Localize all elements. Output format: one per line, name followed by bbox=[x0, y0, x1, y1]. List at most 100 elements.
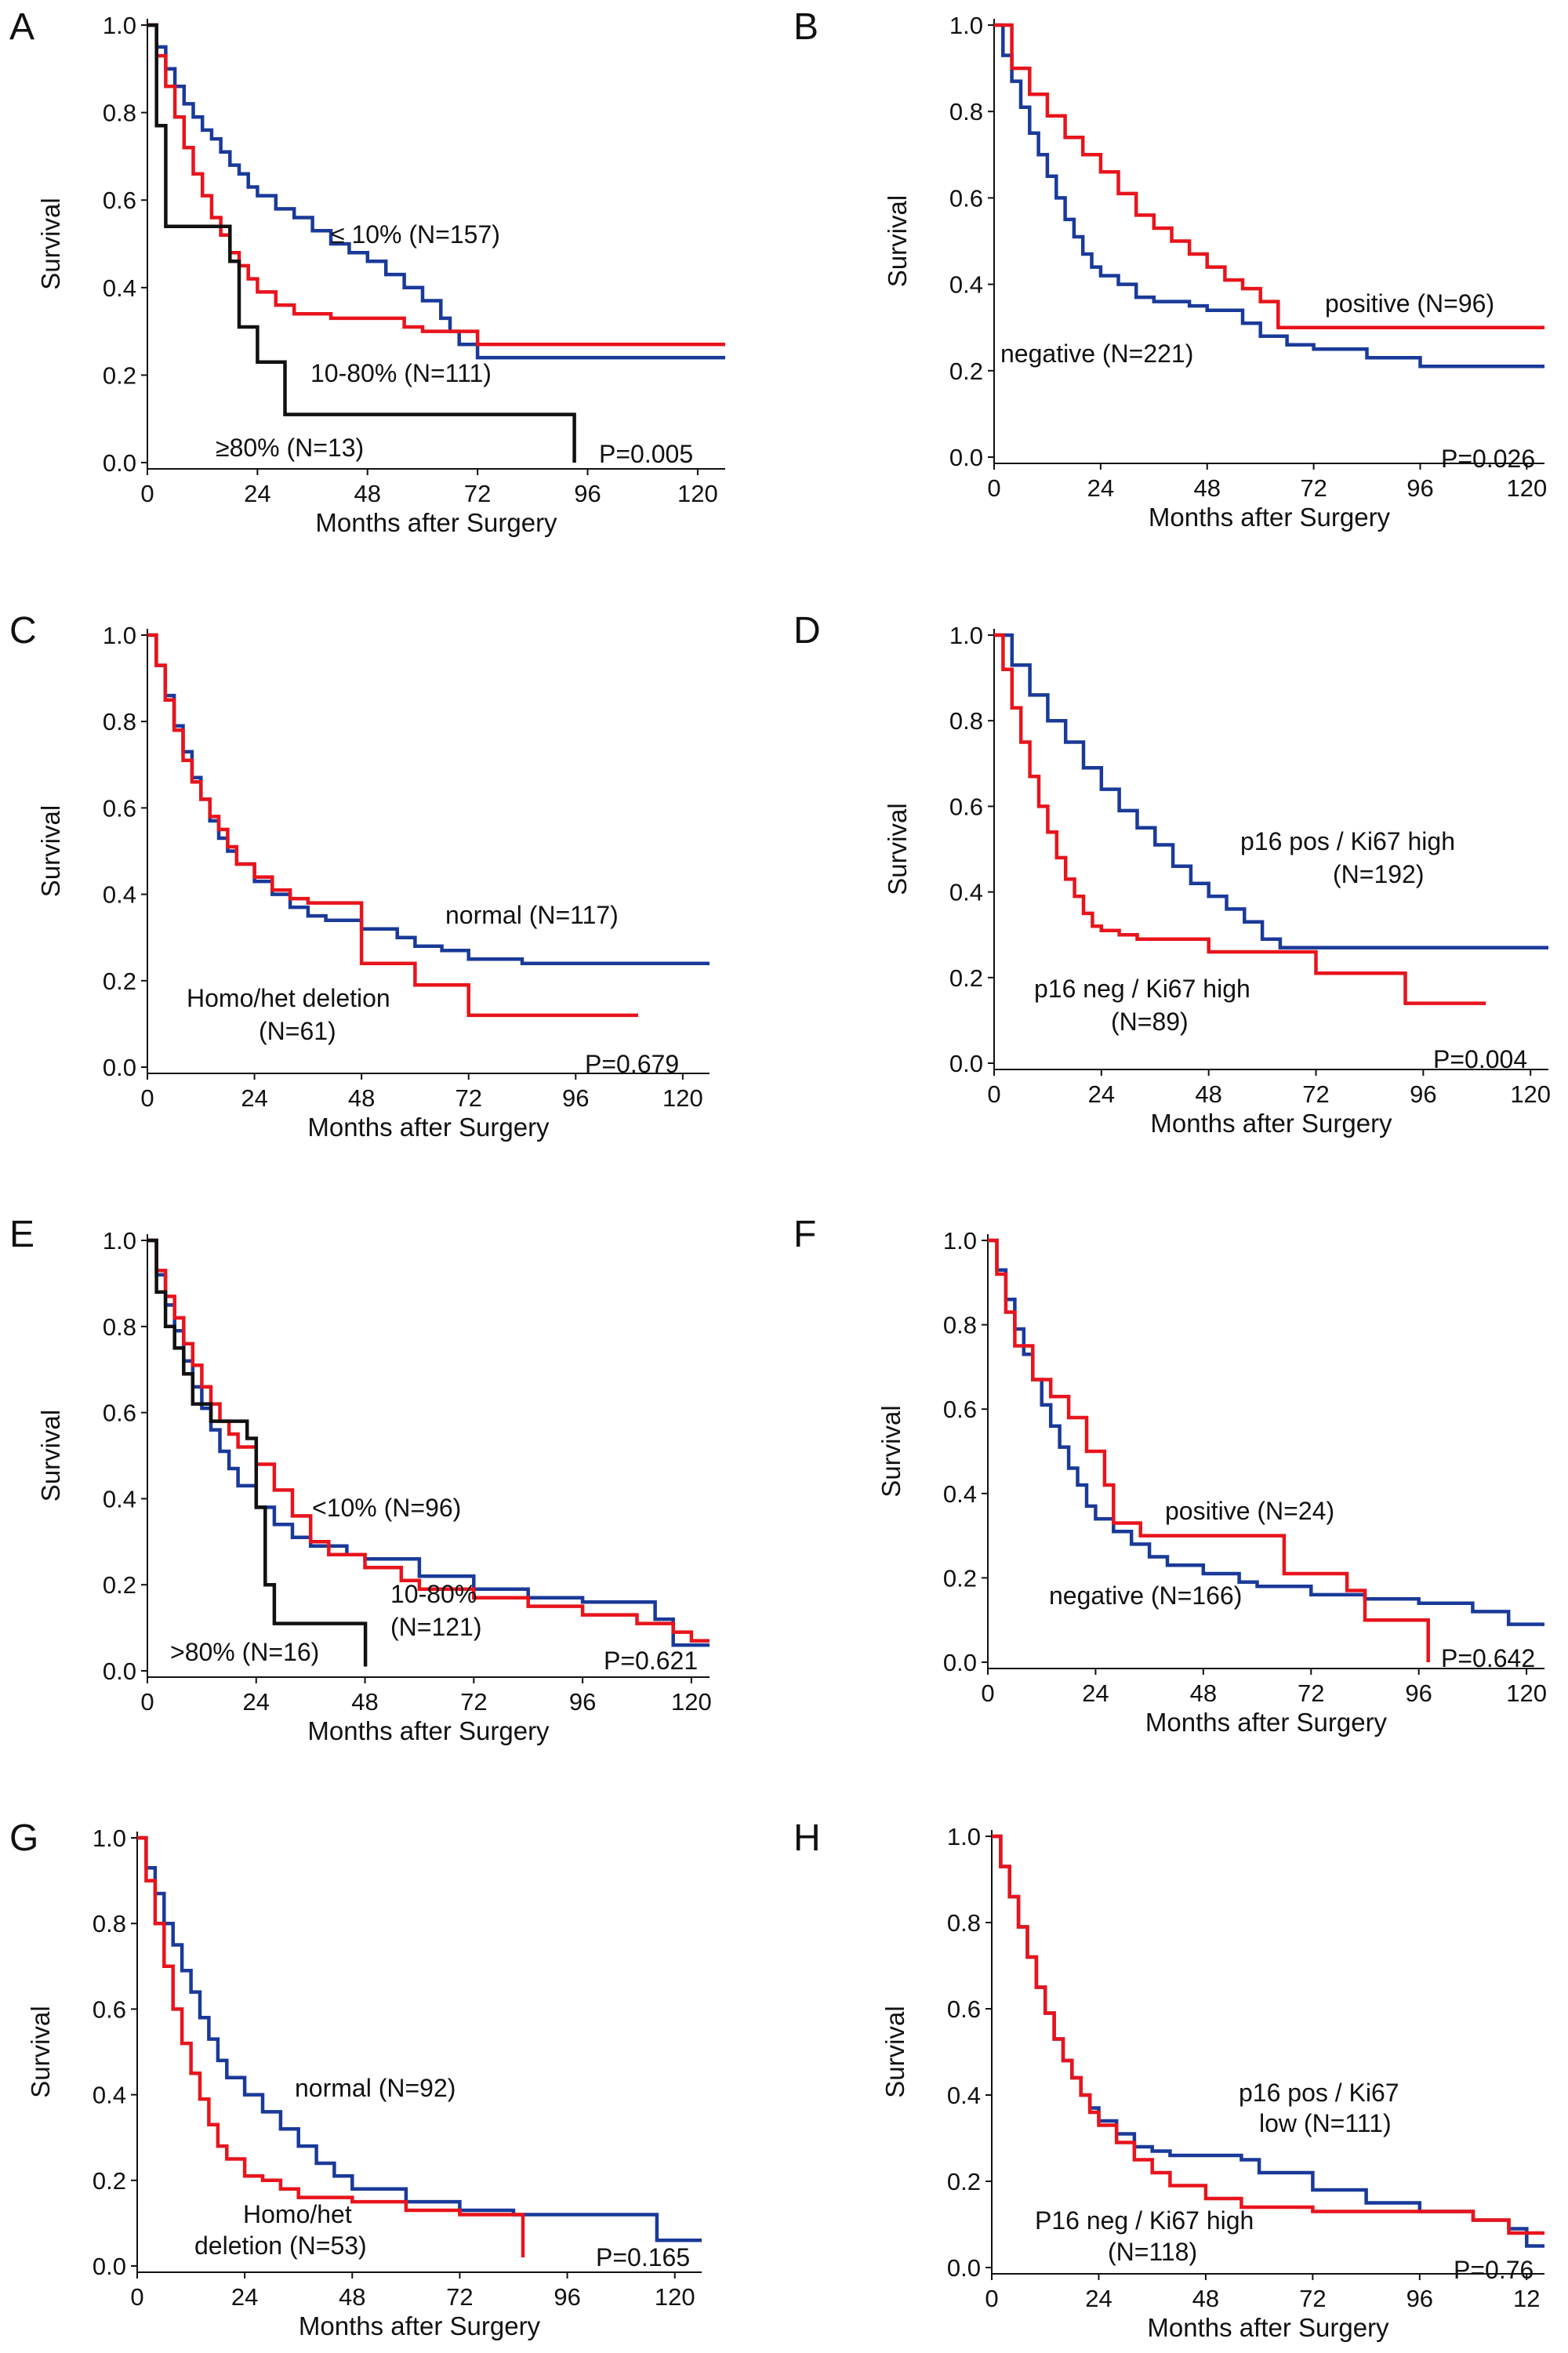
x-tick-label: 0 bbox=[140, 1688, 154, 1716]
x-tick-label: 72 bbox=[1302, 1080, 1329, 1108]
y-tick-label: 1.0 bbox=[943, 1227, 977, 1255]
y-tick-label: 0.8 bbox=[103, 100, 136, 127]
panel-letter-b: B bbox=[793, 6, 818, 48]
x-tick-label: 0 bbox=[130, 2283, 143, 2311]
p-value-label: P=0.76 bbox=[1454, 2256, 1534, 2284]
km-curve-series-2 bbox=[992, 1834, 1544, 2235]
x-tick-label: 120 bbox=[1506, 474, 1547, 502]
curve-annotation: (N=118) bbox=[1108, 2238, 1197, 2266]
x-tick-label: 120 bbox=[662, 1084, 703, 1112]
y-axis-label: Survival bbox=[883, 803, 912, 895]
x-tick-label: 0 bbox=[985, 2285, 998, 2312]
y-tick-label: 1.0 bbox=[947, 1823, 981, 1850]
x-tick-label: 0 bbox=[987, 1080, 1000, 1108]
y-axis-label: Survival bbox=[36, 805, 65, 897]
curve-annotation: <10% (N=96) bbox=[312, 1494, 461, 1522]
x-tick-label: 120 bbox=[671, 1688, 712, 1716]
y-tick-label: 0.8 bbox=[93, 1910, 126, 1937]
curve-annotation: P16 neg / Ki67 high bbox=[1035, 2206, 1254, 2235]
y-tick-label: 0.8 bbox=[103, 1313, 136, 1341]
y-tick-label: 1.0 bbox=[103, 1227, 136, 1255]
curve-annotation: normal (N=92) bbox=[295, 2074, 456, 2102]
km-curve-series-2 bbox=[988, 1238, 1430, 1662]
y-axis-label: Survival bbox=[36, 198, 65, 289]
curve-annotation: Homo/het deletion bbox=[187, 984, 390, 1012]
km-panel-b: B 0.0 0.2 0.4 0.6 0.8 1.0 0 24 48 72 96 120 Months af… bbox=[793, 6, 1547, 532]
km-curve-series-2 bbox=[147, 23, 725, 347]
x-tick-label: 72 bbox=[1300, 474, 1327, 502]
x-axis-label: Months after Surgery bbox=[307, 1113, 550, 1142]
y-axis-label: Survival bbox=[26, 2006, 55, 2097]
curve-annotation: (N=61) bbox=[259, 1017, 336, 1045]
km-panel-c: C 0.0 0.2 0.4 0.6 0.8 1.0 0 24 48 72 96 120 Months af… bbox=[9, 610, 710, 1142]
km-curve-series-3 bbox=[147, 1238, 368, 1667]
curve-annotation: >80% (N=16) bbox=[170, 1638, 319, 1666]
y-tick-label: 0.6 bbox=[949, 184, 983, 212]
x-tick-label: 72 bbox=[1299, 2285, 1326, 2312]
km-curve-series-2 bbox=[147, 633, 638, 1018]
curve-annotation: ≤ 10% (N=157) bbox=[331, 220, 500, 249]
km-curve-series-1 bbox=[147, 633, 710, 966]
x-tick-label: 120 bbox=[1510, 1080, 1551, 1108]
x-tick-label: 24 bbox=[244, 480, 270, 507]
x-tick-label: 48 bbox=[1192, 2285, 1219, 2312]
x-tick-label: 96 bbox=[562, 1084, 589, 1112]
km-panel-e: E 0.0 0.2 0.4 0.6 0.8 1.0 0 24 48 72 96 120 Months af… bbox=[9, 1214, 712, 1745]
x-axis-label: Months after Surgery bbox=[299, 2311, 541, 2340]
x-tick-label: 24 bbox=[243, 1688, 270, 1716]
km-curve-series-2 bbox=[994, 23, 1544, 329]
curve-annotation: positive (N=24) bbox=[1165, 1497, 1334, 1525]
y-tick-label: 0.0 bbox=[103, 1658, 136, 1685]
y-tick-label: 0.0 bbox=[103, 449, 136, 477]
y-tick-label: 0.8 bbox=[949, 98, 983, 125]
x-axis-label: Months after Surgery bbox=[1150, 1109, 1392, 1138]
x-axis-label: Months after Surgery bbox=[307, 1716, 550, 1745]
y-axis-label: Survival bbox=[877, 1405, 906, 1497]
curve-annotation: (N=89) bbox=[1111, 1008, 1189, 1036]
y-tick-label: 0.4 bbox=[949, 879, 983, 906]
y-tick-label: 1.0 bbox=[103, 12, 136, 39]
curve-annotation: positive (N=96) bbox=[1325, 289, 1494, 318]
x-tick-label: 24 bbox=[231, 2283, 258, 2311]
x-tick-label: 48 bbox=[354, 480, 381, 507]
x-tick-label: 96 bbox=[1406, 2285, 1433, 2312]
p-value-label: P=0.005 bbox=[599, 440, 693, 468]
y-tick-label: 0.4 bbox=[103, 1485, 136, 1512]
curve-annotation: negative (N=166) bbox=[1049, 1581, 1242, 1610]
x-tick-label: 96 bbox=[1406, 474, 1433, 502]
panel-letter-a: A bbox=[9, 6, 34, 48]
p-value-label: P=0.679 bbox=[585, 1050, 679, 1078]
panel-letter-h: H bbox=[793, 1817, 821, 1859]
y-tick-label: 0.2 bbox=[103, 1571, 136, 1599]
y-tick-label: 0.0 bbox=[947, 2254, 981, 2282]
y-tick-label: 0.0 bbox=[103, 1054, 136, 1081]
curve-annotation: p16 pos / Ki67 bbox=[1239, 2079, 1399, 2107]
y-tick-label: 0.6 bbox=[943, 1396, 977, 1423]
km-curve-series-2 bbox=[137, 1836, 525, 2258]
x-tick-label: 24 bbox=[1087, 474, 1114, 502]
y-tick-label: 0.8 bbox=[103, 708, 136, 735]
km-curve-series-2 bbox=[994, 633, 1486, 1005]
x-tick-label: 0 bbox=[981, 1679, 994, 1707]
x-tick-label: 0 bbox=[140, 480, 154, 507]
p-value-label: P=0.165 bbox=[596, 2243, 690, 2271]
curve-annotation: normal (N=117) bbox=[445, 901, 619, 929]
km-curve-series-1 bbox=[994, 23, 1544, 369]
y-tick-label: 0.4 bbox=[943, 1480, 977, 1508]
panel-letter-d: D bbox=[793, 610, 821, 652]
y-tick-label: 0.0 bbox=[943, 1649, 977, 1676]
panel-letter-c: C bbox=[9, 610, 37, 652]
km-panel-h: H 0.0 0.2 0.4 0.6 0.8 1.0 0 24 48 72 96 12 Months aft… bbox=[793, 1817, 1544, 2342]
x-tick-label: 96 bbox=[1410, 1080, 1436, 1108]
y-tick-label: 0.2 bbox=[103, 361, 136, 389]
x-tick-label: 24 bbox=[241, 1084, 267, 1112]
x-tick-label: 72 bbox=[446, 2283, 473, 2311]
x-tick-label: 48 bbox=[1190, 1679, 1217, 1707]
curve-annotation: Homo/het bbox=[243, 2200, 352, 2228]
x-tick-label: 96 bbox=[554, 2283, 580, 2311]
x-tick-label: 48 bbox=[348, 1084, 375, 1112]
curve-annotation: (N=121) bbox=[390, 1613, 482, 1641]
x-tick-label: 72 bbox=[455, 1084, 481, 1112]
x-tick-label: 48 bbox=[1193, 474, 1220, 502]
